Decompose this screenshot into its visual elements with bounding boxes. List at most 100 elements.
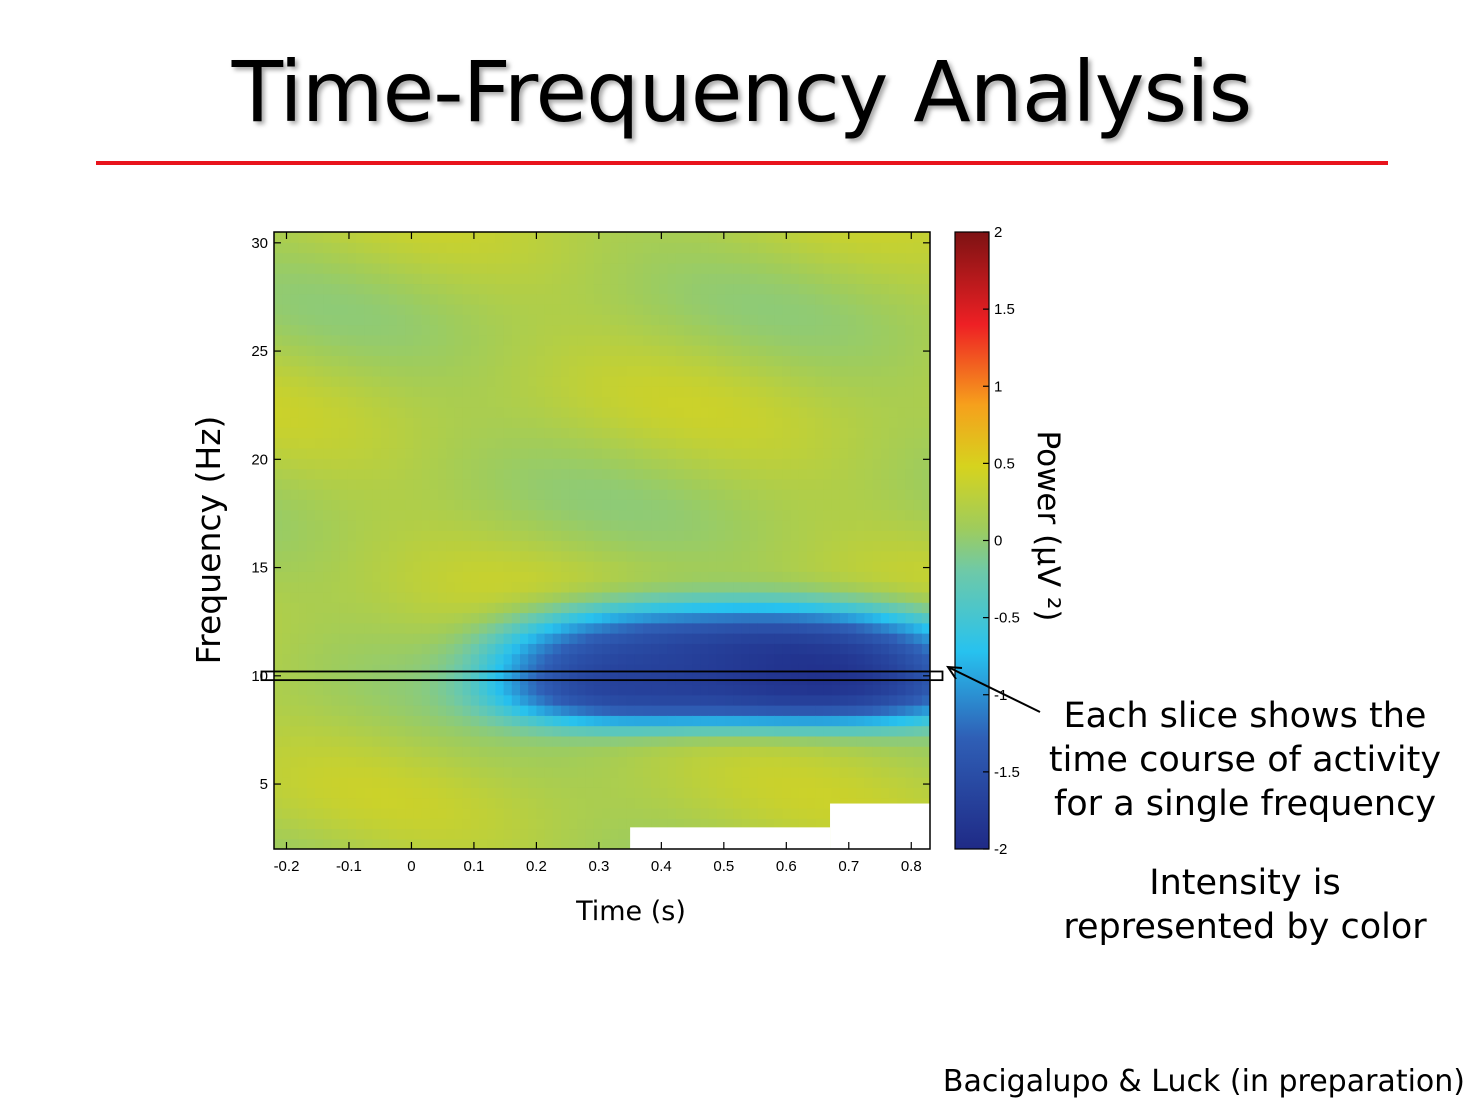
heatmap-cell	[774, 705, 783, 716]
heatmap-cell	[290, 591, 300, 603]
heatmap-cell	[651, 427, 660, 439]
heatmap-cell	[421, 314, 431, 326]
heatmap-cell	[421, 283, 431, 295]
heatmap-cell	[544, 293, 554, 305]
heatmap-cell	[749, 345, 759, 356]
heatmap-cell	[323, 427, 332, 439]
heatmap-cell	[577, 293, 587, 305]
heatmap-cell	[298, 705, 308, 716]
heatmap-cell	[766, 684, 775, 696]
heatmap-cell	[741, 242, 751, 254]
heatmap-cell	[889, 705, 898, 716]
heatmap-cell	[520, 417, 529, 428]
heatmap-cell	[479, 365, 488, 377]
heatmap-cell	[372, 735, 382, 747]
heatmap-cell	[323, 386, 332, 398]
heatmap-cell	[339, 663, 349, 675]
heatmap-cell	[462, 396, 472, 408]
heatmap-cell	[634, 396, 644, 408]
heatmap-cell	[438, 807, 447, 819]
heatmap-cell	[388, 602, 398, 614]
heatmap-cell	[429, 797, 439, 809]
heatmap-cell	[536, 365, 546, 377]
heatmap-cell	[807, 715, 816, 727]
heatmap-cell	[372, 509, 382, 521]
heatmap-cell	[495, 663, 505, 675]
heatmap-cell	[528, 540, 537, 552]
heatmap-cell	[782, 437, 792, 449]
heatmap-cell	[347, 550, 357, 562]
heatmap-cell	[733, 458, 742, 470]
heatmap-cell	[733, 252, 742, 264]
heatmap-cell	[913, 262, 923, 274]
heatmap-cell	[716, 396, 726, 408]
heatmap-cell	[282, 828, 291, 840]
heatmap-cell	[274, 509, 283, 521]
heatmap-cell	[782, 417, 792, 428]
heatmap-cell	[561, 756, 570, 768]
heatmap-cell	[503, 458, 513, 470]
colorbar-tick-label: 1	[994, 378, 1002, 395]
heatmap-cell	[634, 777, 644, 788]
heatmap-cell	[831, 345, 841, 356]
heatmap-cell	[643, 756, 652, 768]
heatmap-cell	[823, 499, 833, 511]
heatmap-cell	[528, 653, 537, 665]
heatmap-cell	[815, 283, 824, 295]
heatmap-cell	[397, 283, 406, 295]
heatmap-cell	[331, 725, 341, 737]
heatmap-cell	[897, 591, 906, 603]
heatmap-cell	[413, 715, 423, 727]
heatmap-cell	[429, 314, 439, 326]
heatmap-cell	[495, 519, 505, 531]
heatmap-cell	[643, 375, 652, 387]
heatmap-cell	[782, 499, 792, 511]
heatmap-cell	[487, 735, 496, 747]
heatmap-cell	[651, 694, 660, 706]
heatmap-cell	[700, 530, 710, 542]
heatmap-cell	[585, 591, 595, 603]
heatmap-cell	[725, 417, 734, 428]
heatmap-cell	[462, 489, 472, 500]
heatmap-cell	[880, 293, 890, 305]
heatmap-cell	[446, 571, 455, 583]
heatmap-cell	[520, 735, 529, 747]
heatmap-cell	[716, 458, 726, 470]
heatmap-cell	[306, 478, 316, 490]
heatmap-cell	[815, 232, 824, 243]
heatmap-cell	[634, 653, 644, 665]
heatmap-cell	[413, 838, 423, 849]
heatmap-cell	[856, 756, 865, 768]
heatmap-cell	[741, 684, 751, 696]
heatmap-cell	[610, 303, 619, 315]
heatmap-cell	[495, 273, 505, 285]
heatmap-cell	[520, 746, 529, 758]
heatmap-cell	[626, 458, 636, 470]
heatmap-cell	[774, 314, 783, 326]
heatmap-cell	[306, 622, 316, 634]
heatmap-cell	[913, 602, 923, 614]
heatmap-cell	[848, 437, 857, 449]
heatmap-cell	[684, 787, 693, 799]
heatmap-cell	[339, 458, 349, 470]
heatmap-cell	[741, 766, 751, 778]
heatmap-cell	[864, 591, 874, 603]
heatmap-cell	[823, 540, 833, 552]
heatmap-cell	[315, 314, 324, 326]
heatmap-cell	[831, 314, 841, 326]
heatmap-cell	[708, 612, 718, 624]
heatmap-cell	[921, 591, 930, 603]
heatmap-cell	[552, 777, 562, 788]
heatmap-cell	[454, 633, 464, 644]
heatmap-cell	[405, 427, 414, 439]
heatmap-cell	[388, 283, 398, 295]
heatmap-cell	[487, 417, 496, 428]
heatmap-cell	[388, 447, 398, 459]
heatmap-cell	[692, 561, 701, 572]
heatmap-cell	[659, 787, 669, 799]
heatmap-cell	[659, 777, 669, 788]
heatmap-cell	[684, 581, 693, 593]
heatmap-cell	[839, 663, 849, 675]
heatmap-cell	[315, 386, 324, 398]
heatmap-cell	[880, 591, 890, 603]
